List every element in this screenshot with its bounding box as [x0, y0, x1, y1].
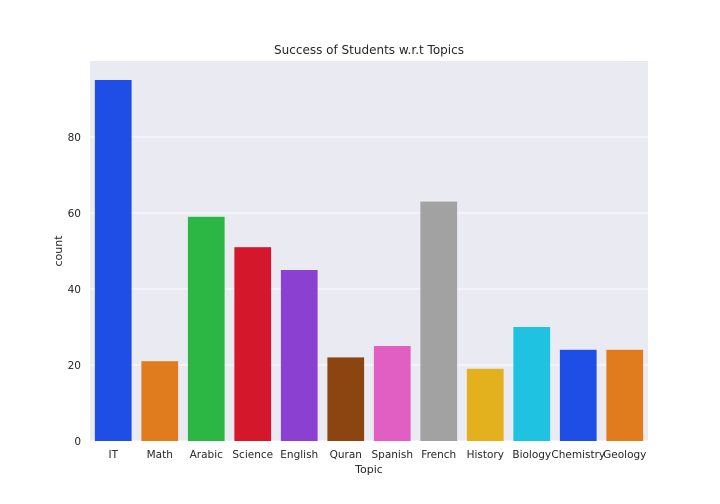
y-tick-label: 60: [68, 208, 81, 220]
x-tick-label: Arabic: [190, 449, 224, 461]
bar-geology: [606, 349, 644, 441]
chart-title: Success of Students w.r.t Topics: [274, 43, 464, 57]
bars: [94, 80, 644, 441]
x-tick-label: History: [467, 449, 504, 461]
bar-science: [234, 247, 272, 441]
y-axis-label: count: [52, 235, 65, 267]
bar-spanish: [373, 346, 411, 441]
x-tick-label: Biology: [512, 449, 551, 461]
gridlines: [90, 136, 648, 442]
bar-math: [141, 361, 179, 441]
x-tick-label: Math: [147, 449, 173, 461]
plot-area: [90, 61, 648, 441]
x-tick-label: Chemistry: [551, 449, 605, 461]
y-tick-label: 80: [68, 132, 81, 144]
x-tick-label: Quran: [330, 449, 362, 461]
x-axis-label: Topic: [354, 463, 383, 476]
bar-biology: [513, 327, 551, 441]
bar-arabic: [187, 216, 225, 441]
y-tick-label: 20: [68, 360, 81, 372]
x-tick-label: Science: [232, 449, 273, 461]
bar-english: [280, 270, 318, 441]
x-tick-label: French: [421, 449, 456, 461]
y-tick-label: 0: [74, 436, 81, 448]
bar-history: [466, 368, 504, 441]
bar-quran: [327, 357, 365, 441]
bar-french: [420, 201, 458, 441]
y-tick-labels: 0 20 40 60 80: [68, 132, 81, 448]
x-tick-label: Geology: [603, 449, 646, 461]
y-tick-label: 40: [68, 284, 81, 296]
x-tick-labels: IT Math Arabic Science English Quran Spanish Fr…: [108, 449, 646, 461]
x-tick-label: Spanish: [372, 449, 413, 461]
x-tick-label: IT: [108, 449, 118, 461]
bar-it: [94, 80, 132, 441]
bar-chemistry: [559, 349, 597, 441]
x-tick-label: English: [280, 449, 318, 461]
